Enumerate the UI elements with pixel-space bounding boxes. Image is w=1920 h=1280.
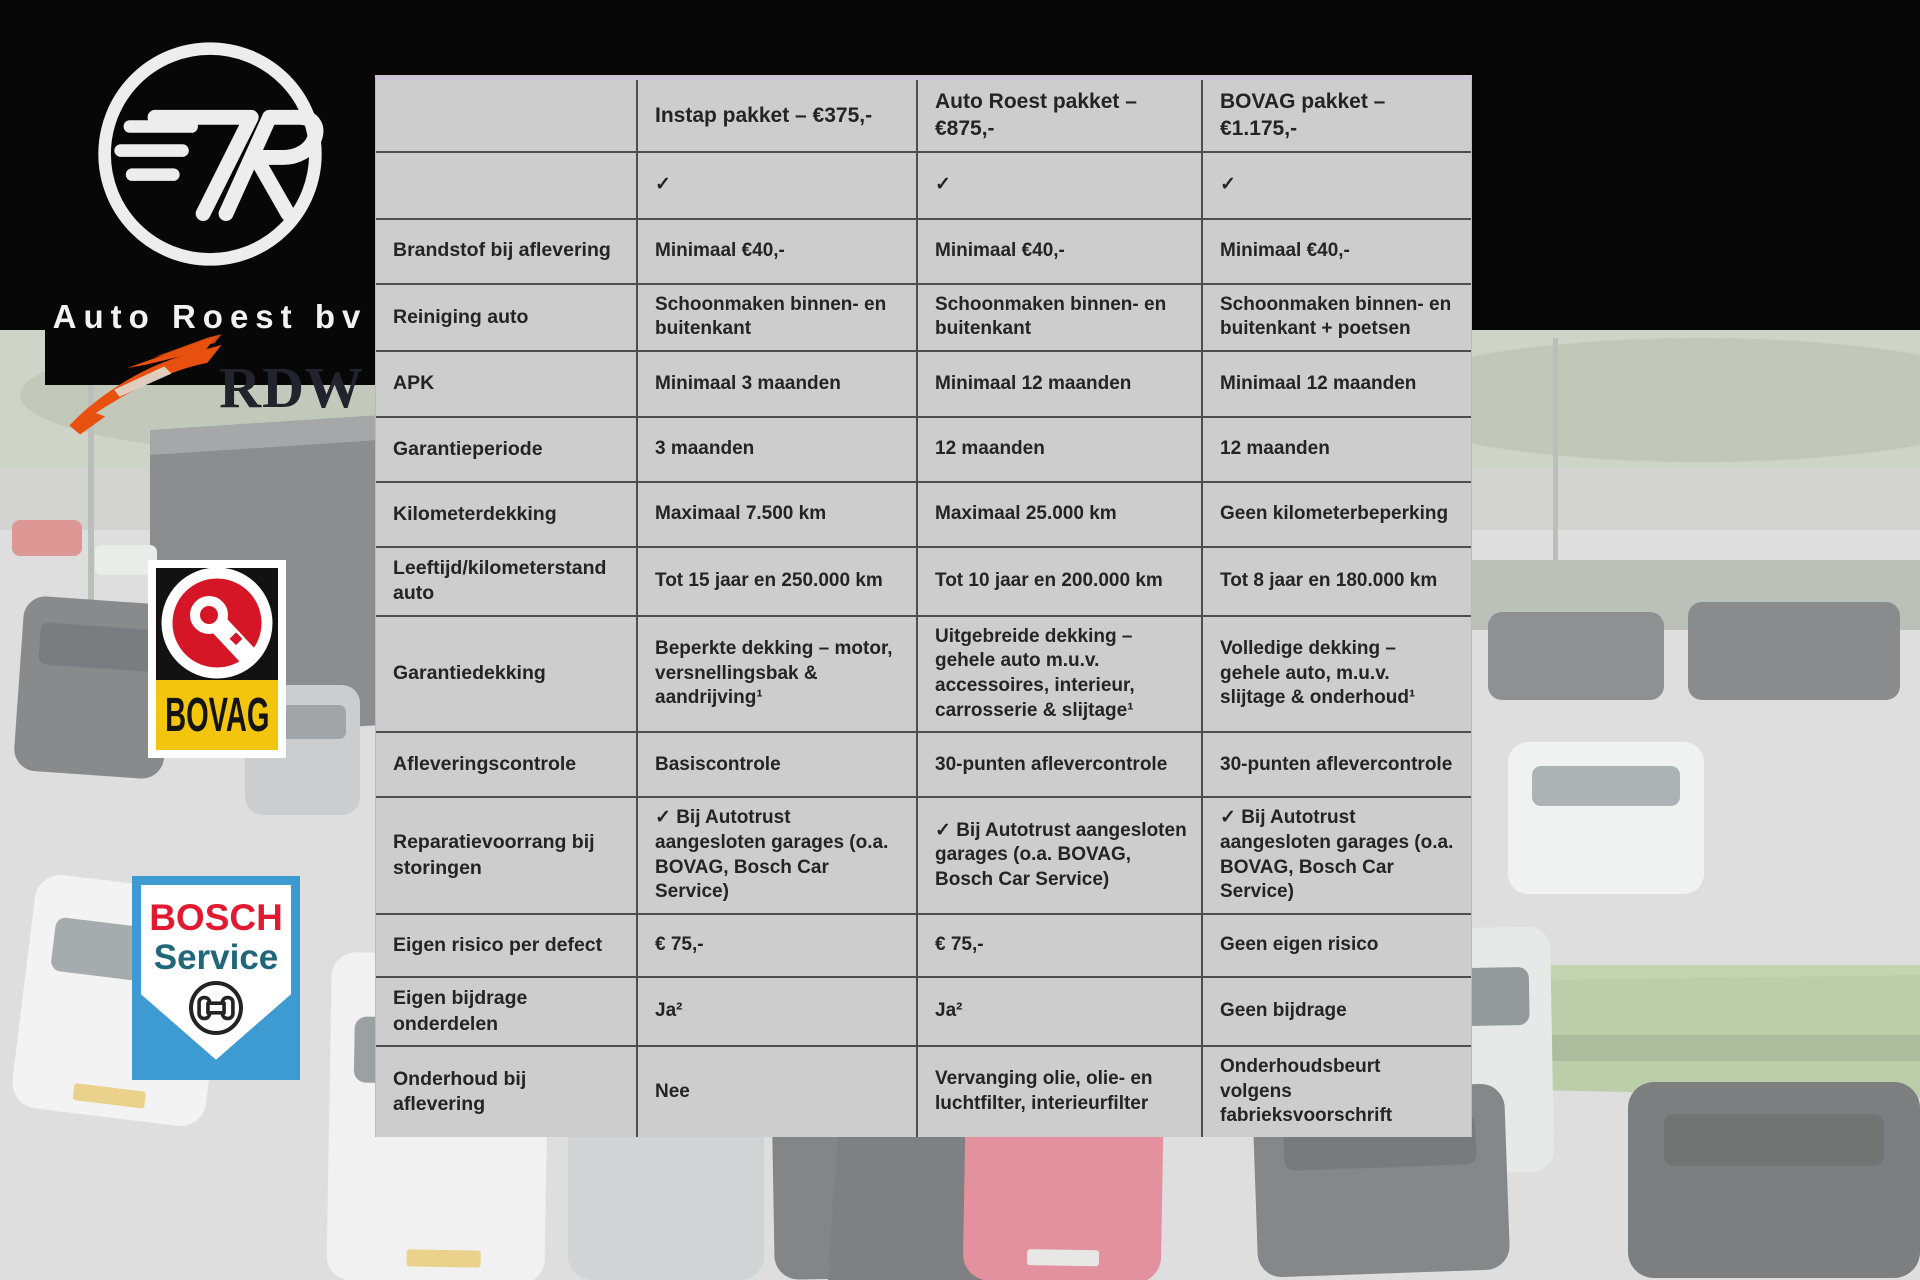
- table-row: Eigen bijdrage onderdelen Ja² Ja² Geen bijd…: [376, 976, 1471, 1045]
- row-label: Eigen risico per defect: [393, 933, 603, 956]
- table-row: Afleveringscontrole Basiscontrole 30-punte…: [376, 731, 1471, 797]
- table-cell: Tot 15 jaar en 250.000 km: [636, 547, 916, 615]
- table-cell: Uitgebreide dekking – gehele auto m.u.v.…: [916, 616, 1201, 732]
- row-label: APK: [393, 372, 435, 395]
- column-header: BOVAG pakket – €1.175,-: [1201, 80, 1471, 151]
- table-row: Onderhoud bij aflevering Nee Vervanging ol…: [376, 1044, 1471, 1137]
- table-cell: ✓ Bij Autotrust aangesloten garages (o.a…: [916, 798, 1201, 914]
- rdw-wordmark: RDW: [219, 354, 364, 420]
- table-cell: ✓: [916, 152, 1201, 218]
- bovag-wordmark-panel: BOVAG: [156, 680, 278, 750]
- row-label: Afleveringscontrole: [393, 753, 577, 776]
- row-label: [376, 153, 636, 218]
- table-cell: Maximaal 7.500 km: [636, 482, 916, 546]
- row-label: Onderhoud bij aflevering: [393, 1067, 527, 1115]
- table-cell: 3 maanden: [636, 417, 916, 481]
- table-row: APK Minimaal 3 maanden Minimaal 12 maanden…: [376, 349, 1471, 416]
- column-header: [376, 80, 636, 151]
- bovag-logo: BOVAG: [148, 560, 286, 758]
- table-cell: Ja²: [636, 978, 916, 1045]
- table-cell: ✓ Bij Autotrust aangesloten garages (o.a…: [1201, 798, 1471, 914]
- row-label: Garantiedekking: [393, 662, 546, 685]
- table-cell: Geen kilometerbeperking: [1201, 482, 1471, 546]
- table-cell: 30-punten aflevercontrole: [1201, 733, 1471, 797]
- table-cell: Tot 10 jaar en 200.000 km: [916, 547, 1201, 615]
- row-label: Reiniging auto: [393, 305, 529, 328]
- column-header: Instap pakket – €375,-: [636, 80, 916, 151]
- table-cell: Minimaal €40,-: [636, 219, 916, 283]
- rdw-logo: RDW: [64, 328, 364, 446]
- company-name: Auto Roest bv: [52, 298, 368, 335]
- table-cell: ✓ Bij Autotrust aangesloten garages (o.a…: [636, 798, 916, 914]
- table-row: Eigen risico per defect € 75,- € 75,- Geen …: [376, 913, 1471, 977]
- bosch-service-logo: BOSCH Service: [132, 876, 300, 1080]
- table-cell: Schoonmaken binnen- en buitenkant + poet…: [1201, 284, 1471, 350]
- table-cell: Tot 8 jaar en 180.000 km: [1201, 547, 1471, 615]
- table-row: Kilometerdekking Maximaal 7.500 km Maximaa…: [376, 480, 1471, 546]
- row-label: Brandstof bij aflevering: [393, 239, 611, 262]
- row-label: Kilometerdekking: [393, 502, 557, 525]
- rdw-wing-icon: [69, 334, 222, 435]
- table-cell: Onderhoudsbeurt volgens fabrieksvoorschr…: [1201, 1046, 1471, 1137]
- table-cell: Volledige dekking – gehele auto, m.u.v. …: [1201, 616, 1471, 732]
- bosch-wordmark: BOSCH: [149, 897, 283, 938]
- row-label: Garantieperiode: [393, 437, 543, 460]
- table-row: ✓ ✓ ✓: [376, 150, 1471, 218]
- table-cell: Schoonmaken binnen- en buitenkant: [916, 284, 1201, 350]
- table-cell: Maximaal 25.000 km: [916, 482, 1201, 546]
- table-row: Leeftijd/kilometerstand auto Tot 15 jaar …: [376, 545, 1471, 615]
- table-cell: Geen eigen risico: [1201, 915, 1471, 977]
- table-row: Garantieperiode 3 maanden 12 maanden 12 maa…: [376, 415, 1471, 481]
- bosch-service-wordmark: Service: [153, 938, 279, 977]
- table-cell: Vervanging olie, olie- en luchtfilter, i…: [916, 1046, 1201, 1137]
- table-cell: Ja²: [916, 978, 1201, 1045]
- bovag-key-icon: [156, 568, 278, 680]
- table-row: Garantiedekking Beperkte dekking – motor,…: [376, 614, 1471, 732]
- table-cell: ✓: [636, 152, 916, 218]
- table-row: Brandstof bij aflevering Minimaal €40,- Mi…: [376, 217, 1471, 283]
- table-cell: Nee: [636, 1046, 916, 1137]
- bosch-armature-icon: [189, 980, 243, 1035]
- column-header: Auto Roest pakket – €875,-: [916, 80, 1201, 151]
- table-header-row: Instap pakket – €375,- Auto Roest pakket …: [376, 80, 1471, 151]
- table-cell: ✓: [1201, 152, 1471, 218]
- table-cell: Minimaal 3 maanden: [636, 351, 916, 416]
- row-label: Eigen bijdrage onderdelen: [393, 987, 528, 1035]
- table-cell: 30-punten aflevercontrole: [916, 733, 1201, 797]
- table-cell: Minimaal €40,-: [916, 219, 1201, 283]
- pakket-table: Instap pakket – €375,- Auto Roest pakket …: [375, 75, 1472, 1137]
- bosch-shield: BOSCH Service: [141, 885, 291, 1060]
- table-cell: Schoonmaken binnen- en buitenkant: [636, 284, 916, 350]
- table-row: Reiniging auto Schoonmaken binnen- en bui…: [376, 282, 1471, 350]
- row-label: Leeftijd/kilometerstand auto: [393, 556, 607, 605]
- table-cell: 12 maanden: [916, 417, 1201, 481]
- table-cell: Minimaal €40,-: [1201, 219, 1471, 283]
- table-cell: Minimaal 12 maanden: [916, 351, 1201, 416]
- table-cell: Geen bijdrage: [1201, 978, 1471, 1045]
- table-cell: 12 maanden: [1201, 417, 1471, 481]
- table-row: Reparatievoorrang bij storingen ✓ Bij Aut…: [376, 796, 1471, 914]
- table-cell: Beperkte dekking – motor, versnellingsba…: [636, 616, 916, 732]
- table-cell: Basiscontrole: [636, 733, 916, 797]
- auto-roest-logo-panel: Auto Roest bv: [45, 0, 375, 385]
- bovag-wordmark: BOVAG: [164, 687, 270, 742]
- table-cell: € 75,-: [636, 915, 916, 977]
- auto-roest-7r-logo-icon: [98, 42, 324, 266]
- table-cell: Minimaal 12 maanden: [1201, 351, 1471, 416]
- table-cell: € 75,-: [916, 915, 1201, 977]
- row-label: Reparatievoorrang bij storingen: [393, 831, 595, 879]
